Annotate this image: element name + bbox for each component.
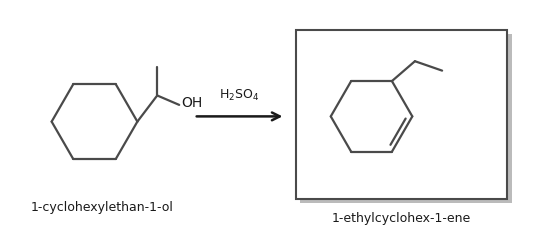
Text: 1-cyclohexylethan-1-ol: 1-cyclohexylethan-1-ol [31, 201, 174, 214]
Bar [300, 34, 512, 203]
Text: H$_2$SO$_4$: H$_2$SO$_4$ [219, 88, 260, 103]
Text: 1-ethylcyclohex-1-ene: 1-ethylcyclohex-1-ene [332, 212, 471, 225]
Bar [296, 30, 507, 199]
Text: OH: OH [181, 96, 202, 110]
